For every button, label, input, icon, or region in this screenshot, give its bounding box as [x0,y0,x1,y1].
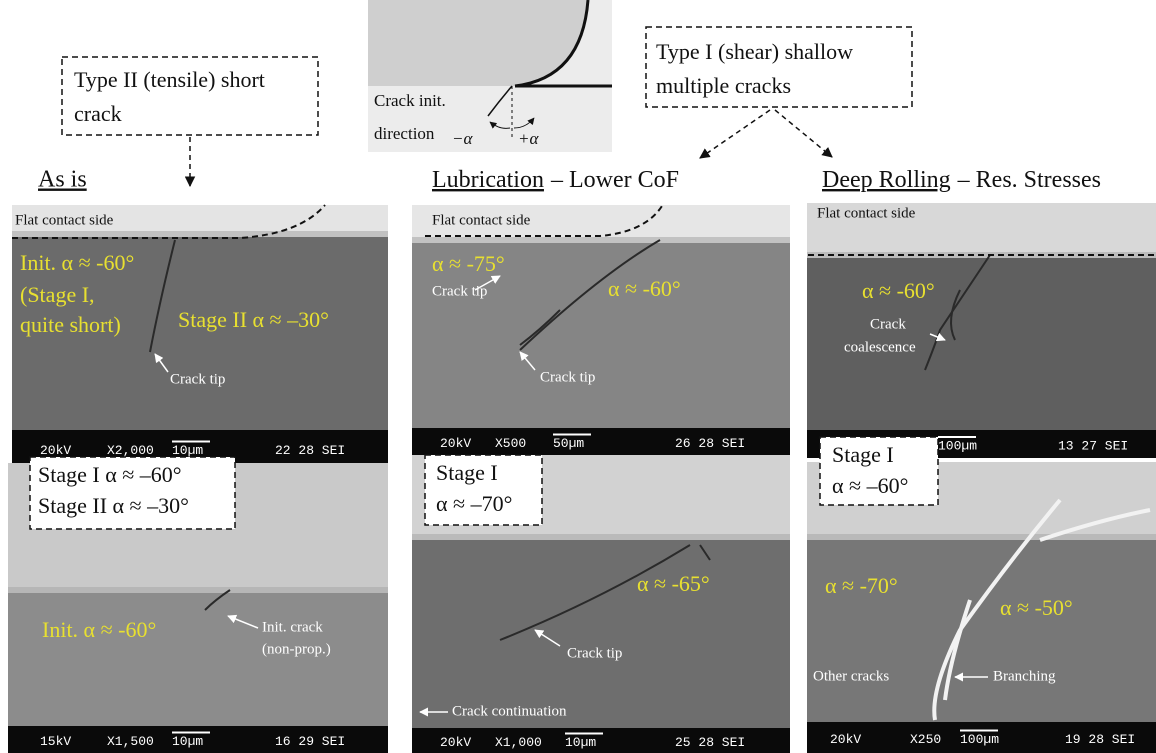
panel-label: Flat contact side [15,212,114,228]
callout-text: multiple cracks [656,73,791,98]
panel-label: Crack tip [170,371,225,387]
figure: Crack init. direction −α +α Type II (ten… [0,0,1156,753]
info-text: 25 28 SEI [675,735,745,750]
diagram-label: +α [518,129,539,148]
stage-text: α ≈ –60° [832,473,908,498]
callout-text: crack [74,101,122,126]
info-text: 16 29 SEI [275,734,345,749]
callout-text: Type I (shear) shallow [656,39,853,64]
panel-surface-edge [412,534,790,540]
info-text: 20kV [440,436,471,451]
stage-text: Stage I [436,460,498,485]
sem-panel: 20kV X500 50µm 26 28 SEI Flat contact side α … [412,205,790,455]
info-text: 26 28 SEI [675,436,745,451]
column-title: As is [38,167,87,193]
panel-label: Crack [870,316,906,332]
panel-label: (non-prop.) [262,641,331,657]
info-text: X1,000 [495,735,542,750]
info-text: 15kV [40,734,71,749]
panel-label: Init. α ≈ -60° [20,250,134,275]
info-text: 13 27 SEI [1058,438,1128,453]
info-text: 20kV [40,443,71,458]
column-title: Deep Rolling [822,167,951,193]
info-text: 50µm [553,436,584,451]
info-text: 10µm [565,735,596,750]
info-text: 20kV [440,735,471,750]
info-text: 100µm [938,438,977,453]
panel-label: α ≈ -70° [825,573,898,598]
panel-surface-edge [412,237,790,243]
panel-label: α ≈ -60° [608,276,681,301]
info-text: 10µm [172,734,203,749]
column-header: Lubrication– Lower CoF [432,167,679,193]
panel-label: quite short) [20,312,121,337]
panel-label: Init. α ≈ -60° [42,617,156,642]
panel-label: Crack tip [540,369,595,385]
panel-label: α ≈ -65° [637,571,710,596]
info-text: X2,000 [107,443,154,458]
panels: 20kV X2,000 10µm 22 28 SEI Flat contact side… [8,203,1156,753]
column-subtitle: – Res. Stresses [957,167,1101,193]
info-text: X500 [495,436,526,451]
page: { "diagram": {"line1": "Crack init.", "l… [0,0,1156,753]
panel-label: coalescence [844,339,916,355]
panel-label: (Stage I, [20,282,95,307]
info-text: 20kV [830,732,861,747]
panel-surface-edge [8,587,388,593]
callout-arrow [700,110,770,158]
column-subtitle: – Lower CoF [550,167,679,193]
panel-label: Other cracks [813,668,889,684]
contact-diagram: Crack init. direction −α +α [368,0,612,152]
info-text: 19 28 SEI [1065,732,1135,747]
panel-surface-edge [12,231,388,237]
diagram-label: Crack init. [374,91,446,110]
stage-text: Stage II α ≈ –30° [38,493,189,518]
panel-label: Crack tip [432,283,487,299]
column-header: Deep Rolling– Res. Stresses [822,167,1101,193]
column-title: Lubrication [432,167,544,193]
info-text: 10µm [172,443,203,458]
info-text: X250 [910,732,941,747]
stage-text: Stage I α ≈ –60° [38,462,182,487]
info-text: X1,500 [107,734,154,749]
panel-surface-edge [807,534,1156,540]
info-text: 22 28 SEI [275,443,345,458]
stage-text: α ≈ –70° [436,491,512,516]
panel-label: Flat contact side [432,212,531,228]
panel-label: Init. crack [262,619,323,635]
info-text: 100µm [960,732,999,747]
panel-label: Crack continuation [452,703,567,719]
diagram-label: −α [452,129,473,148]
panel-label: α ≈ -75° [432,251,505,276]
panel-label: Stage II α ≈ –30° [178,307,329,332]
stage-text: Stage I [832,442,894,467]
panel-label: α ≈ -50° [1000,595,1073,620]
panel-label: Branching [993,668,1056,684]
panel-label: α ≈ -60° [862,278,935,303]
diagram-label: direction [374,124,435,143]
sem-panel: 100µm 13 27 SEI Flat contact side α ≈ -60° C… [807,203,1156,458]
sem-panel: 20kV X2,000 10µm 22 28 SEI Flat contact side… [12,205,388,467]
callout-text: Type II (tensile) short [74,67,265,92]
callout-arrow [775,110,832,157]
panel-label: Flat contact side [817,205,916,221]
panel-label: Crack tip [567,645,622,661]
